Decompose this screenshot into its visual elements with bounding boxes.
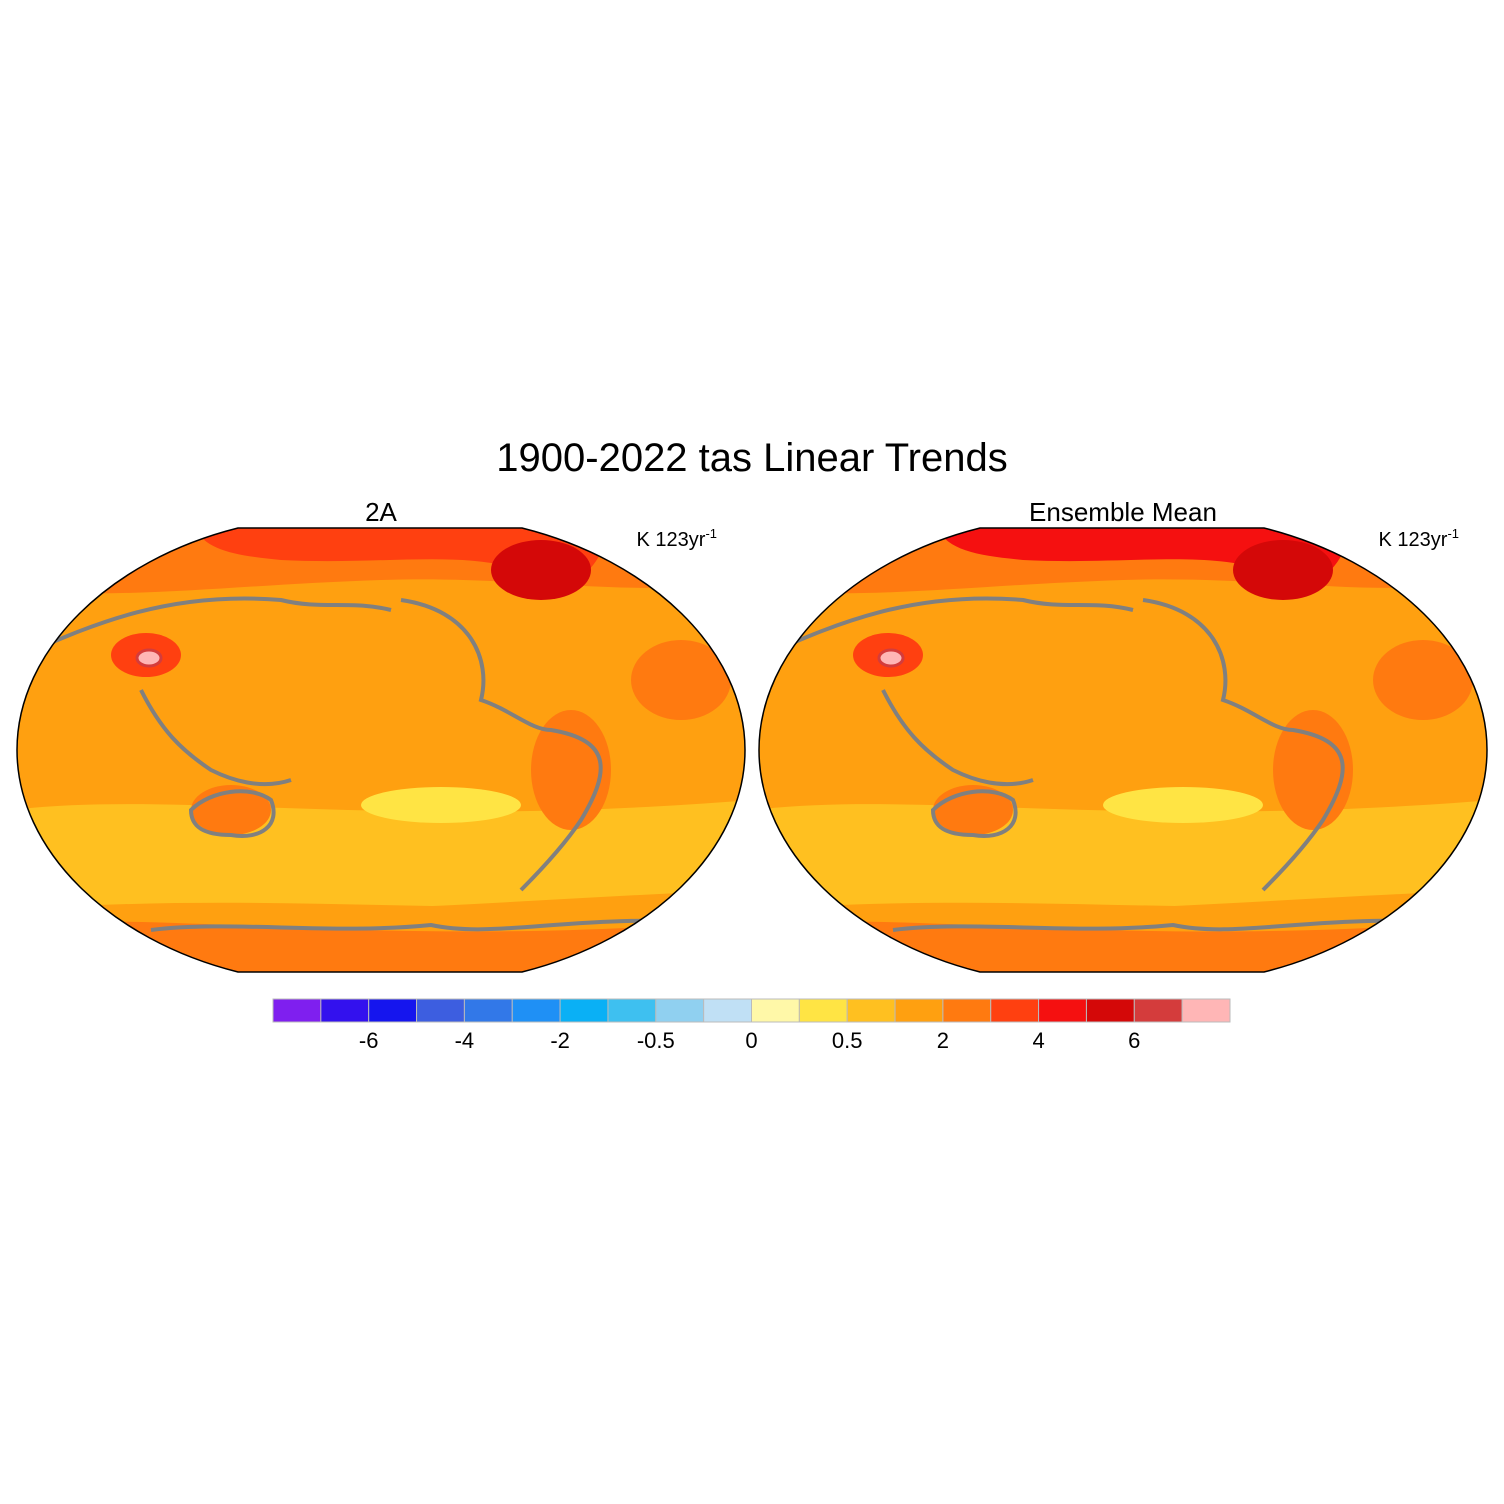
colorbar-box [607, 998, 657, 1023]
colorbar-box [942, 998, 992, 1023]
coast-australia [188, 789, 276, 838]
arctic-red [191, 528, 611, 584]
coast-australia [930, 789, 1018, 838]
colorbar-box [1133, 998, 1183, 1023]
colorbar-box [511, 998, 561, 1023]
colorbar-box [703, 998, 753, 1023]
coast-americas [1142, 598, 1345, 892]
pacific-yellow [1103, 787, 1263, 823]
colorbar-label: -4 [455, 1028, 475, 1053]
coast-asia [17, 596, 392, 787]
greenland [1233, 540, 1333, 600]
map-panel [758, 527, 1488, 973]
colorbar-box [798, 998, 848, 1023]
coast-asia [759, 596, 1134, 787]
colorbar-box [368, 998, 418, 1023]
colorbar-box [655, 998, 705, 1023]
africa [631, 640, 731, 720]
units-sup: -1 [1447, 526, 1459, 541]
colorbar-box [894, 998, 944, 1023]
map-field [17, 528, 745, 972]
units-base: K 123yr [1379, 529, 1448, 551]
colorbar-label: -0.5 [637, 1028, 675, 1053]
coast-antarctica [150, 918, 745, 932]
units-sup: -1 [705, 526, 717, 541]
africa [1373, 640, 1473, 720]
colorbar-label: -2 [550, 1028, 570, 1053]
colorbar-box [990, 998, 1040, 1023]
colorbar-box [559, 998, 609, 1023]
colorbar-box [463, 998, 513, 1023]
colorbar-box [846, 998, 896, 1023]
map-outline [758, 527, 1488, 973]
colorbar-box [416, 998, 465, 1023]
arctic-red [933, 528, 1353, 584]
colorbar-label: -6 [359, 1028, 379, 1053]
coast-americas [400, 598, 603, 892]
pacific-yellow [361, 787, 521, 823]
greenland [491, 540, 591, 600]
colorbar-box [320, 998, 370, 1023]
coast-antarctica [892, 918, 1487, 932]
units-label: K 123yr-1 [637, 526, 718, 551]
units-label: K 123yr-1 [1379, 526, 1460, 551]
colorbar-box [751, 998, 800, 1023]
figure-title: 1900-2022 tas Linear Trends [496, 436, 1007, 480]
tibet-core [135, 648, 163, 668]
colorbar-box [1181, 998, 1231, 1023]
colorbar-box [1038, 998, 1087, 1023]
colorbar-label: 0.5 [832, 1028, 863, 1053]
map-field [759, 528, 1487, 972]
panel-title: Ensemble Mean [1029, 497, 1217, 527]
tibet-core [877, 648, 905, 668]
panel-title: 2A [365, 497, 397, 527]
colorbar-label: 6 [1128, 1028, 1140, 1053]
colorbar-box [272, 998, 322, 1023]
map-outline [16, 527, 746, 973]
map-panel [16, 527, 746, 973]
colorbar-label: 0 [745, 1028, 757, 1053]
units-base: K 123yr [637, 529, 706, 551]
colorbar-label: 4 [1032, 1028, 1044, 1053]
colorbar-box [1085, 998, 1135, 1023]
colorbar-label: 2 [937, 1028, 949, 1053]
